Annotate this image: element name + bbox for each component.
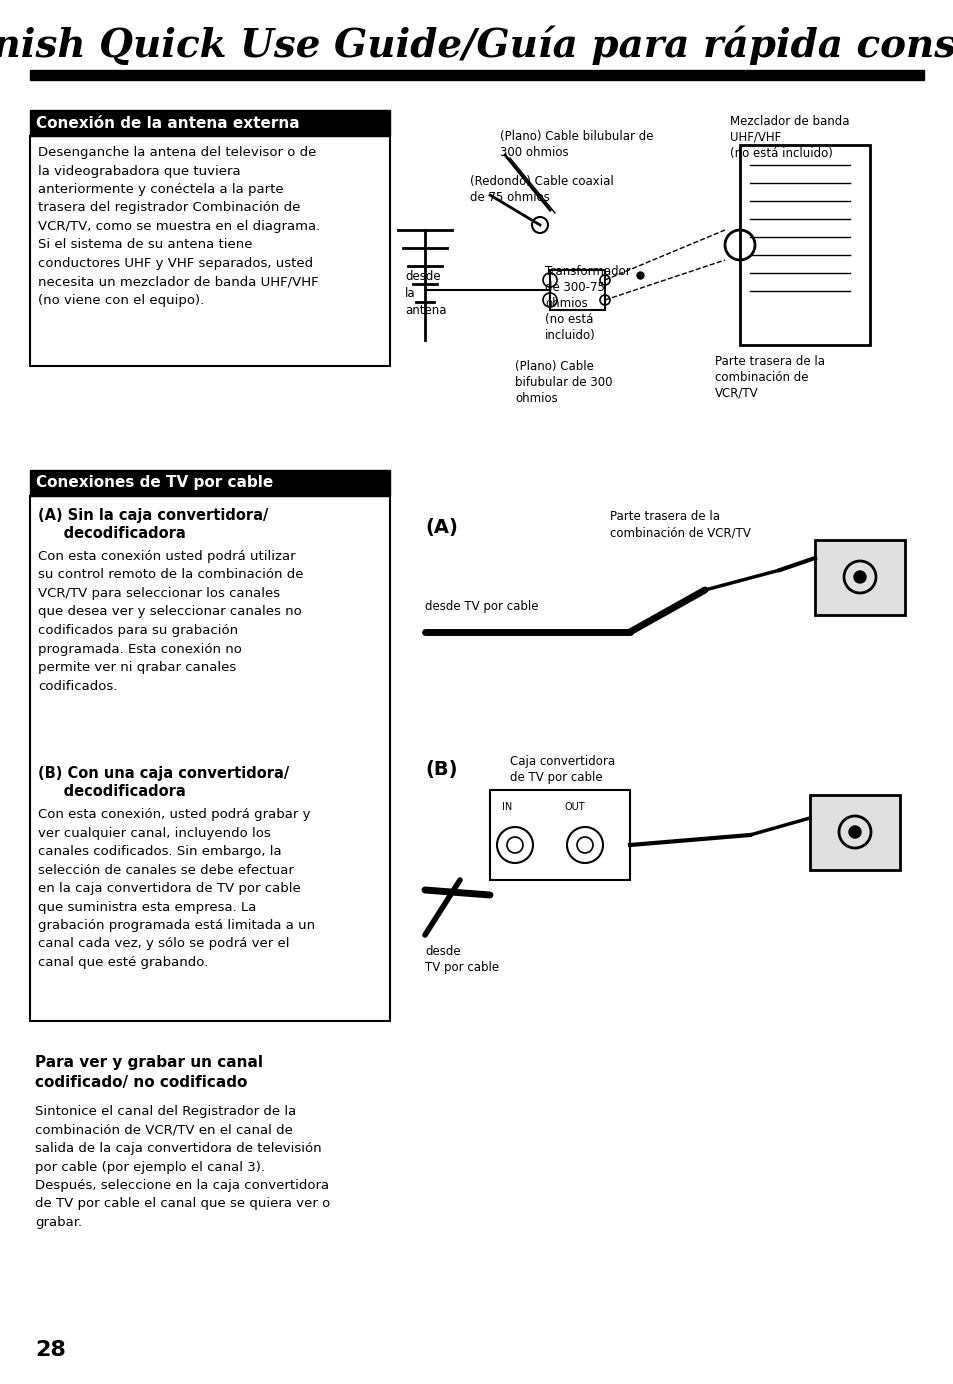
Text: Desenganche la antena del televisor o de
la videograbadora que tuviera
anteriorm: Desenganche la antena del televisor o de…	[38, 145, 320, 307]
Text: (Plano) Cable
bifubular de 300
ohmios: (Plano) Cable bifubular de 300 ohmios	[515, 360, 612, 406]
Circle shape	[853, 572, 865, 583]
Bar	[30, 109, 390, 136]
Bar	[30, 471, 390, 495]
Text: (A) Sin la caja convertidora/: (A) Sin la caja convertidora/	[38, 508, 268, 523]
Text: Transformador
de 300-75
ohmios
(no está
incluido): Transformador de 300-75 ohmios (no está …	[544, 264, 630, 342]
Bar	[30, 495, 390, 1021]
Text: (B) Con una caja convertidora/: (B) Con una caja convertidora/	[38, 765, 289, 781]
Text: Con esta conexión, usted podrá grabar y
ver cualquier canal, incluyendo los
cana: Con esta conexión, usted podrá grabar y …	[38, 808, 314, 969]
Text: IN: IN	[501, 801, 512, 812]
Text: Caja convertidora
de TV por cable: Caja convertidora de TV por cable	[510, 756, 615, 783]
Text: Parte trasera de la
combinación de
VCR/TV: Parte trasera de la combinación de VCR/T…	[714, 356, 824, 400]
Text: desde
la
antena: desde la antena	[405, 270, 446, 317]
Text: decodificadora: decodificadora	[38, 783, 186, 799]
Bar	[809, 794, 899, 871]
Text: decodificadora: decodificadora	[38, 526, 186, 541]
Text: 28: 28	[35, 1340, 66, 1360]
Text: Para ver y grabar un canal
codificado/ no codificado: Para ver y grabar un canal codificado/ n…	[35, 1055, 263, 1091]
Circle shape	[848, 826, 861, 837]
Text: Conexión de la antena externa: Conexión de la antena externa	[36, 115, 299, 130]
Text: Conexiones de TV por cable: Conexiones de TV por cable	[36, 476, 273, 490]
Text: OUT: OUT	[564, 801, 585, 812]
Bar	[30, 136, 390, 365]
Bar	[30, 71, 923, 80]
Text: desde
TV por cable: desde TV por cable	[424, 945, 498, 974]
Text: Sintonice el canal del Registrador de la
combinación de VCR/TV en el canal de
sa: Sintonice el canal del Registrador de la…	[35, 1104, 330, 1229]
Text: Parte trasera de la
combinación de VCR/TV: Parte trasera de la combinación de VCR/T…	[609, 509, 750, 538]
Bar	[740, 145, 869, 345]
Text: (A): (A)	[424, 518, 457, 537]
Text: (Redondo) Cable coaxial
de 75 ohmios: (Redondo) Cable coaxial de 75 ohmios	[470, 174, 613, 203]
Text: desde TV por cable: desde TV por cable	[424, 601, 537, 613]
Bar	[550, 270, 604, 310]
Text: Mezclador de banda
UHF/VHF
(no está incluido): Mezclador de banda UHF/VHF (no está incl…	[729, 115, 848, 161]
Text: Con esta conexión usted podrá utilizar
su control remoto de la combinación de
VC: Con esta conexión usted podrá utilizar s…	[38, 549, 303, 692]
Bar	[814, 540, 904, 614]
Text: (Plano) Cable bilubular de
300 ohmios: (Plano) Cable bilubular de 300 ohmios	[499, 130, 653, 159]
Text: Spanish Quick Use Guide/Guía para rápida consulta: Spanish Quick Use Guide/Guía para rápida…	[0, 25, 953, 65]
Bar	[490, 790, 629, 880]
Text: (B): (B)	[424, 760, 457, 779]
